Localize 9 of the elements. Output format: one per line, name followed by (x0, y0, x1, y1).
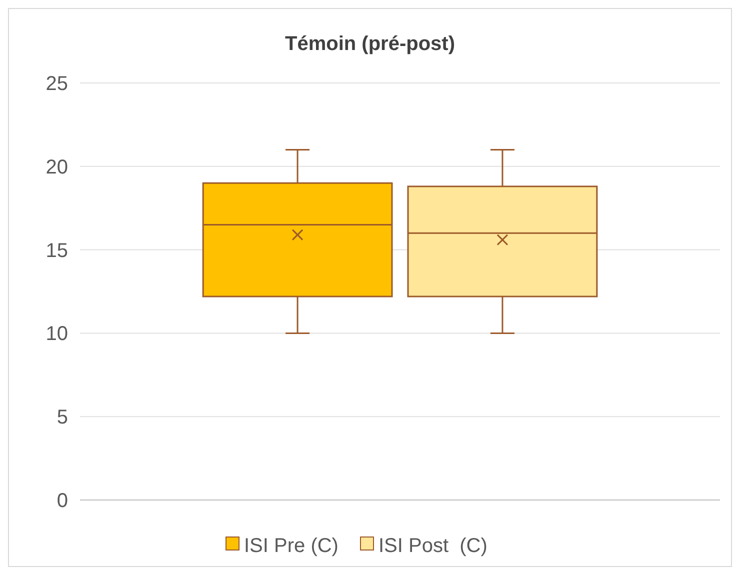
y-tick-label: 25 (46, 73, 68, 95)
chart-title: Témoin (pré-post) (285, 33, 455, 55)
y-tick-label: 0 (56, 490, 68, 512)
legend-label: ISI Post (C) (378, 535, 488, 557)
y-tick-label: 10 (46, 323, 68, 346)
y-tick-label: 15 (46, 240, 68, 262)
y-tick-label: 20 (46, 156, 68, 178)
legend-label: ISI Pre (C) (244, 535, 338, 557)
y-tick-label: 5 (56, 406, 68, 429)
